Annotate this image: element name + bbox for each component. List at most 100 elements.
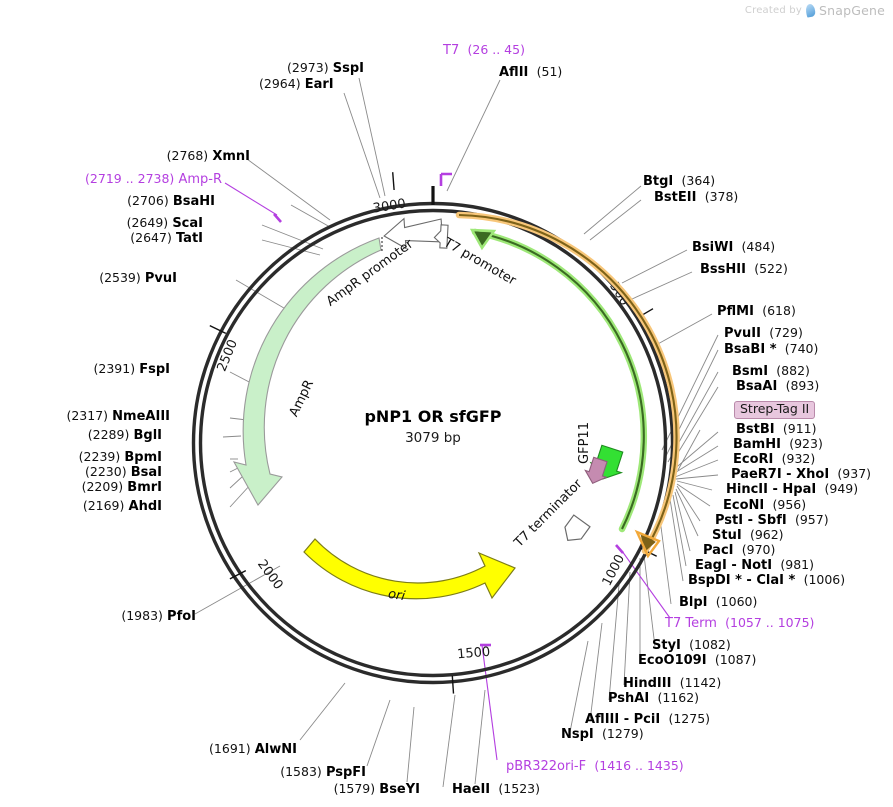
label-pshai[interactable]: PshAI (1162) bbox=[608, 690, 700, 705]
label-paer7i-xhoi[interactable]: PaeR7I - XhoI (937) bbox=[731, 466, 872, 482]
label-hincii-hpai[interactable]: HincII - HpaI (949) bbox=[726, 481, 859, 496]
label-ecoo109i-name: EcoO109I bbox=[638, 653, 707, 668]
label-styi[interactable]: StyI (1082) bbox=[652, 638, 731, 653]
label-pvui-name: PvuI bbox=[144, 271, 177, 286]
purple-backbone-marks bbox=[273, 172, 624, 647]
label-sspi[interactable]: (2973) SspI bbox=[287, 61, 364, 75]
label-amp-r[interactable]: (2719 .. 2738) Amp-R bbox=[85, 172, 222, 186]
label-pvuii-pos: (729) bbox=[769, 325, 803, 340]
label-bpmi[interactable]: (2239) BpmI bbox=[79, 450, 162, 464]
ruler-ticks bbox=[209, 172, 658, 694]
label-bamhi[interactable]: BamHI (923) bbox=[733, 437, 823, 451]
backbone-inner-ring bbox=[198, 208, 668, 678]
label-eari-pos: (2964) bbox=[259, 76, 301, 91]
label-eagi-pos: (981) bbox=[780, 557, 814, 572]
label-bsabi[interactable]: BsaBI * (740) bbox=[724, 342, 818, 357]
label-bstei[interactable]: BstEII (378) bbox=[654, 190, 738, 204]
label-btgi-name: BtgI bbox=[643, 174, 674, 189]
label-stui-name: StuI bbox=[712, 528, 742, 543]
label-psti-name: PstI - SbfI bbox=[715, 513, 787, 528]
label-btgi-pos: (364) bbox=[681, 173, 716, 188]
label-bseyi[interactable]: (1579) BseYI bbox=[334, 782, 420, 797]
label-bstbi-pos: (911) bbox=[782, 421, 817, 436]
label-t7-pos: (26 .. 45) bbox=[467, 42, 525, 57]
label-blpi[interactable]: BlpI (1060) bbox=[679, 594, 758, 609]
label-bmri[interactable]: (2209) BmrI bbox=[82, 480, 162, 494]
feature-ampr-arrow bbox=[232, 237, 383, 506]
label-pbr322ori-f[interactable]: pBR322ori-F (1416 .. 1435) bbox=[506, 759, 684, 773]
label-afliii-pcii[interactable]: AflIII - PciI (1275) bbox=[585, 712, 710, 726]
label-ecoo109i[interactable]: EcoO109I (1087) bbox=[638, 653, 756, 668]
label-bsiwi[interactable]: BsiWI (484) bbox=[692, 240, 775, 254]
label-aflii-pos: (51) bbox=[536, 64, 563, 79]
label-hindiii-name: HindIII bbox=[623, 676, 672, 691]
label-pfoi-name: PfoI bbox=[167, 609, 196, 624]
label-hindiii[interactable]: HindIII (1142) bbox=[623, 676, 721, 691]
label-pflmi[interactable]: PflMI (618) bbox=[717, 304, 796, 318]
label-ahdi[interactable]: (2169) AhdI bbox=[82, 498, 162, 513]
label-nmeaiii-pos: (2317) bbox=[66, 408, 109, 423]
label-econi[interactable]: EcoNI (956) bbox=[723, 498, 806, 512]
label-bstbi-name: BstBI bbox=[736, 422, 775, 437]
label-aflii[interactable]: AflII (51) bbox=[499, 64, 563, 79]
feature-ori-arrow bbox=[303, 538, 516, 600]
primer-arc-green bbox=[469, 228, 648, 533]
label-pfoi[interactable]: (1983) PfoI bbox=[121, 608, 196, 624]
watermark-created-text: Created by bbox=[744, 5, 802, 16]
plasmid-name: pNP1 OR sfGFP bbox=[364, 407, 502, 426]
label-ahdi-pos: (2169) bbox=[82, 498, 125, 513]
label-bsabi-name: BsaBI * bbox=[724, 342, 777, 357]
label-bsmi[interactable]: BsmI (882) bbox=[732, 363, 810, 378]
label-ecori[interactable]: EcoRI (932) bbox=[733, 451, 816, 466]
label-t7-name: T7 bbox=[443, 43, 460, 58]
label-bsmi-pos: (882) bbox=[776, 363, 810, 378]
label-t7-term[interactable]: T7 Term (1057 .. 1075) bbox=[665, 616, 814, 631]
label-tati-name: TatI bbox=[175, 231, 203, 246]
label-haeii[interactable]: HaeII (1523) bbox=[452, 782, 540, 796]
label-scai[interactable]: (2649) ScaI bbox=[127, 216, 203, 231]
label-paci-pos: (970) bbox=[741, 542, 776, 557]
label-pvui[interactable]: (2539) PvuI bbox=[99, 271, 177, 286]
label-paer7i-pos: (937) bbox=[837, 466, 872, 481]
label-bspdi-name: BspDI * - ClaI * bbox=[688, 573, 796, 588]
label-bsai-pos: (2230) bbox=[85, 464, 127, 479]
label-pvuii[interactable]: PvuII (729) bbox=[724, 325, 803, 340]
label-hincii-pos: (949) bbox=[824, 481, 859, 496]
label-bgli[interactable]: (2289) BglI bbox=[87, 427, 162, 442]
label-fspi[interactable]: (2391) FspI bbox=[94, 362, 170, 376]
label-xmni[interactable]: (2768) XmnI bbox=[167, 149, 250, 163]
label-t7-term-name: T7 Term bbox=[665, 616, 717, 631]
label-nmeaiii[interactable]: (2317) NmeAIII bbox=[66, 408, 170, 423]
label-scai-name: ScaI bbox=[172, 216, 203, 231]
label-paci[interactable]: PacI (970) bbox=[703, 542, 776, 557]
label-t7[interactable]: T7 (26 .. 45) bbox=[443, 42, 525, 58]
label-styi-name: StyI bbox=[652, 638, 681, 653]
label-psti-sbfi[interactable]: PstI - SbfI (957) bbox=[715, 513, 829, 528]
label-blpi-pos: (1060) bbox=[715, 594, 758, 609]
map-label-gfp11: GFP11 bbox=[577, 422, 592, 464]
label-bseyi-name: BseYI bbox=[379, 782, 420, 797]
label-tati[interactable]: (2647) TatI bbox=[130, 231, 203, 246]
label-bspdi-clai[interactable]: BspDI * - ClaI * (1006) bbox=[688, 573, 845, 588]
label-btgi[interactable]: BtgI (364) bbox=[643, 173, 716, 189]
label-stui[interactable]: StuI (962) bbox=[712, 528, 784, 543]
label-bsai[interactable]: (2230) BsaI bbox=[85, 464, 162, 479]
label-strep-tag-ii[interactable]: Strep-Tag II bbox=[734, 401, 816, 419]
label-eari[interactable]: (2964) EarI bbox=[259, 76, 334, 91]
ruler-label-2000: 2000 bbox=[254, 557, 286, 593]
label-ecori-pos: (932) bbox=[781, 451, 816, 466]
label-alwni[interactable]: (1691) AlwNI bbox=[209, 742, 297, 756]
label-bsaai[interactable]: BsaAI (893) bbox=[736, 379, 819, 393]
label-bstbi[interactable]: BstBI (911) bbox=[736, 421, 817, 437]
label-pshai-pos: (1162) bbox=[657, 690, 700, 705]
label-eagi-noti[interactable]: EagI - NotI (981) bbox=[695, 557, 814, 572]
label-bsshii[interactable]: BssHII (522) bbox=[700, 262, 788, 276]
label-nspi-name: NspI bbox=[561, 727, 594, 742]
label-pfoi-pos: (1983) bbox=[121, 608, 163, 623]
label-paer7i-name: PaeR7I - XhoI bbox=[731, 467, 830, 482]
label-bsahi[interactable]: (2706) BsaHI bbox=[127, 194, 215, 208]
label-pspfi[interactable]: (1583) PspFI bbox=[280, 765, 366, 779]
leader-lines-purple bbox=[224, 182, 671, 761]
label-bgli-pos: (2289) bbox=[87, 427, 130, 442]
label-nspi[interactable]: NspI (1279) bbox=[561, 727, 644, 742]
